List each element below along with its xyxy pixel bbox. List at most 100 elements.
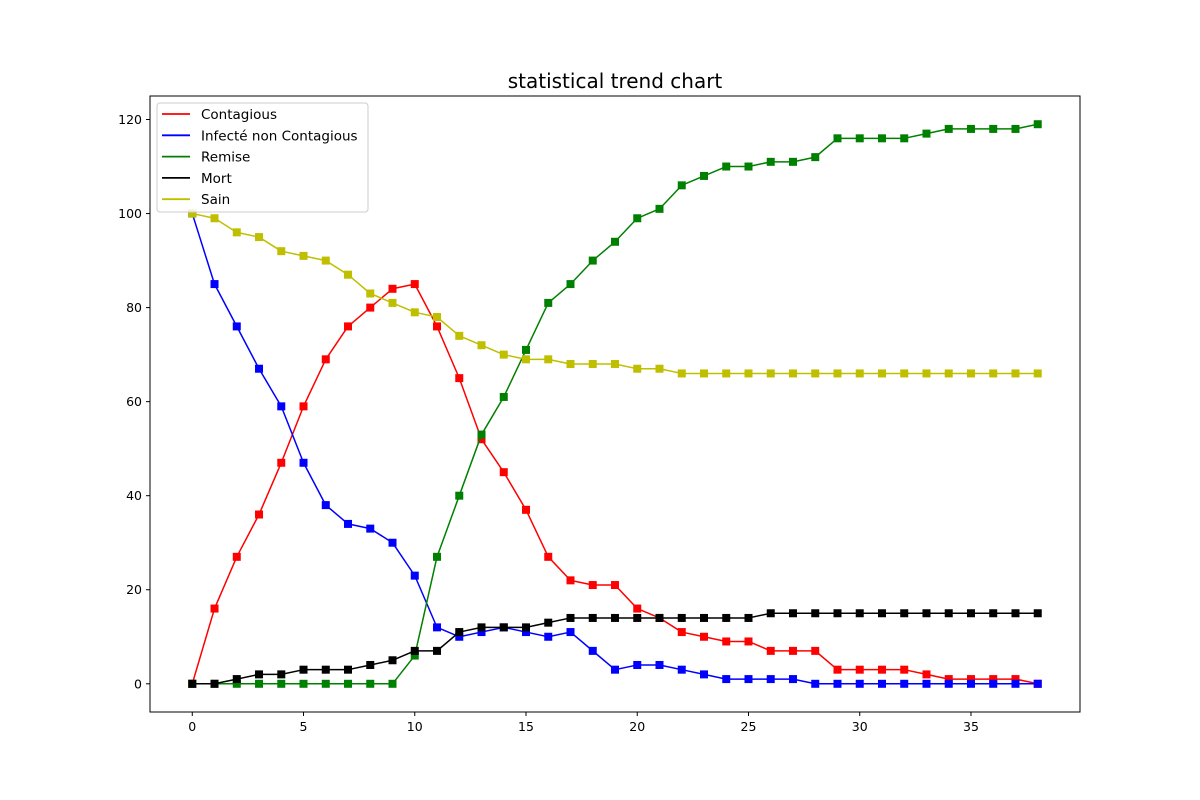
data-point bbox=[677, 369, 686, 378]
data-point bbox=[366, 303, 375, 312]
data-point bbox=[633, 604, 642, 613]
plot-frame bbox=[149, 95, 1081, 713]
data-point bbox=[210, 214, 219, 223]
data-point bbox=[255, 510, 264, 519]
x-tick-label: 5 bbox=[300, 719, 308, 734]
data-point bbox=[811, 369, 820, 378]
data-point bbox=[344, 270, 353, 279]
x-tick-label: 15 bbox=[518, 719, 534, 734]
data-point bbox=[811, 679, 820, 688]
data-point bbox=[700, 171, 708, 180]
data-point bbox=[299, 458, 308, 467]
data-point bbox=[433, 313, 442, 322]
data-point bbox=[388, 538, 397, 547]
data-point bbox=[588, 613, 597, 622]
data-point bbox=[433, 623, 442, 632]
legend-label: Infecté non Contagious bbox=[201, 128, 358, 144]
data-point bbox=[232, 228, 241, 237]
data-point bbox=[833, 665, 842, 674]
data-point bbox=[811, 609, 820, 618]
series-0 bbox=[188, 280, 1042, 688]
data-point bbox=[410, 571, 419, 580]
data-point bbox=[388, 284, 397, 293]
data-point bbox=[655, 364, 664, 373]
data-point bbox=[477, 430, 486, 439]
data-point bbox=[232, 552, 241, 561]
data-point bbox=[677, 628, 686, 637]
data-point bbox=[566, 360, 575, 369]
data-point bbox=[277, 458, 286, 467]
data-point bbox=[366, 289, 375, 298]
data-point bbox=[655, 204, 664, 213]
data-point bbox=[855, 369, 864, 378]
data-point bbox=[255, 233, 264, 242]
data-point bbox=[944, 609, 953, 618]
data-point bbox=[499, 392, 508, 401]
data-point bbox=[944, 675, 953, 684]
data-point bbox=[944, 124, 953, 133]
data-point bbox=[944, 369, 953, 378]
y-tick-label: 40 bbox=[126, 488, 142, 503]
data-point bbox=[633, 364, 642, 373]
data-point bbox=[677, 181, 686, 190]
data-point bbox=[1033, 679, 1042, 688]
data-point bbox=[611, 360, 619, 369]
data-point bbox=[700, 369, 708, 378]
data-point bbox=[566, 613, 575, 622]
data-point bbox=[700, 613, 708, 622]
data-point bbox=[455, 491, 464, 500]
data-point bbox=[366, 660, 375, 669]
data-point bbox=[611, 237, 619, 246]
data-point bbox=[788, 646, 797, 655]
series-1 bbox=[188, 209, 1042, 688]
data-point bbox=[544, 552, 553, 561]
data-point bbox=[344, 665, 353, 674]
y-tick-label: 80 bbox=[126, 300, 142, 315]
data-point bbox=[299, 251, 308, 260]
data-point bbox=[232, 322, 241, 331]
data-point bbox=[588, 581, 597, 590]
data-point bbox=[1011, 369, 1020, 378]
data-point bbox=[455, 331, 464, 340]
data-point bbox=[188, 209, 197, 218]
data-point bbox=[877, 665, 886, 674]
data-point bbox=[966, 609, 975, 618]
data-point bbox=[744, 369, 753, 378]
data-point bbox=[855, 609, 864, 618]
data-point bbox=[788, 609, 797, 618]
data-point bbox=[455, 628, 464, 637]
data-point bbox=[321, 355, 330, 364]
data-point bbox=[877, 679, 886, 688]
data-point bbox=[366, 679, 375, 688]
data-point bbox=[455, 374, 464, 383]
data-point bbox=[299, 402, 308, 411]
data-point bbox=[255, 679, 264, 688]
data-point bbox=[1033, 120, 1042, 129]
data-point bbox=[499, 468, 508, 477]
x-tick-label: 30 bbox=[852, 719, 868, 734]
data-point bbox=[611, 613, 619, 622]
data-point bbox=[655, 660, 664, 669]
y-axis: 0 20 40 60 80 100 120 bbox=[118, 112, 150, 691]
x-tick-label: 10 bbox=[407, 719, 423, 734]
data-point bbox=[611, 581, 619, 590]
legend-items: Contagious Infecté non Contagious Remise Mo… bbox=[162, 107, 358, 208]
data-point bbox=[989, 679, 998, 688]
data-point bbox=[522, 628, 530, 637]
data-point bbox=[277, 247, 286, 256]
data-point bbox=[833, 369, 842, 378]
data-point bbox=[321, 679, 330, 688]
data-point bbox=[811, 153, 820, 162]
data-point bbox=[566, 280, 575, 289]
data-point bbox=[633, 613, 642, 622]
data-point bbox=[700, 632, 708, 641]
data-point bbox=[788, 675, 797, 684]
data-point bbox=[544, 618, 553, 627]
data-point bbox=[855, 679, 864, 688]
y-tick-label: 20 bbox=[126, 582, 142, 597]
data-point bbox=[722, 162, 731, 171]
legend-label: Contagious bbox=[201, 107, 277, 123]
data-point bbox=[989, 675, 998, 684]
data-point bbox=[255, 364, 264, 373]
data-point bbox=[877, 134, 886, 143]
